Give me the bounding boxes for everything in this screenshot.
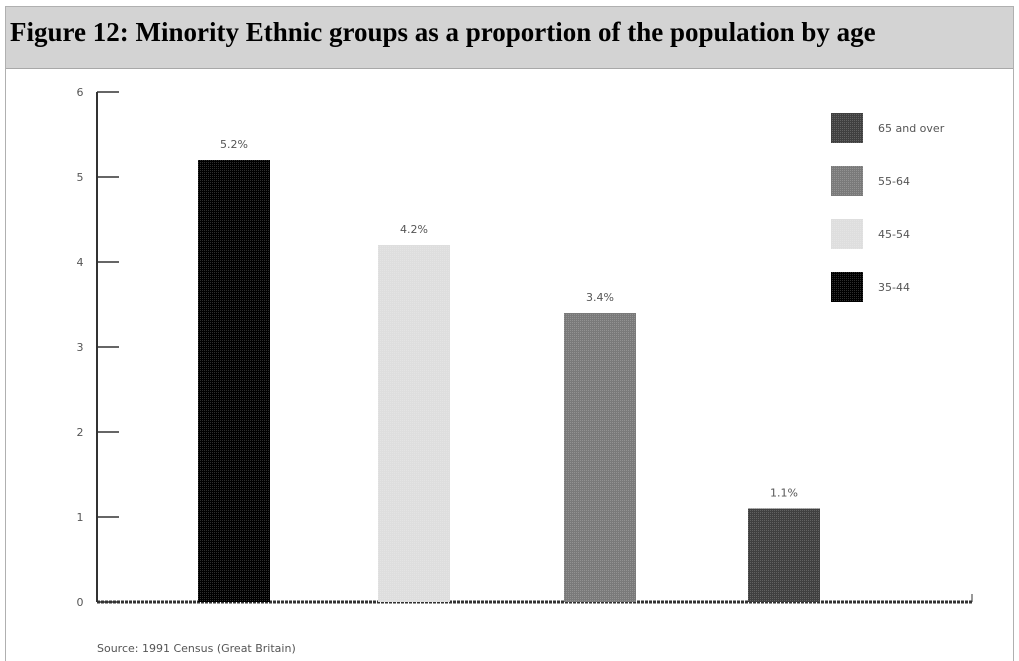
legend-label: 35-44 bbox=[878, 281, 910, 294]
bar-texture bbox=[748, 508, 820, 602]
title-bar: Figure 12: Minority Ethnic groups as a p… bbox=[6, 7, 1013, 69]
y-tick-label: 2 bbox=[77, 426, 84, 439]
legend-label: 45-54 bbox=[878, 228, 910, 241]
y-tick-label: 6 bbox=[77, 86, 84, 99]
legend-swatch-texture bbox=[831, 166, 863, 196]
bar-data-label: 1.1% bbox=[770, 487, 798, 500]
bar-texture bbox=[198, 160, 270, 602]
legend: 65 and over 55-64 45-54 35-44 bbox=[831, 113, 945, 302]
bar-data-label: 5.2% bbox=[220, 138, 248, 151]
bar-data-label: 3.4% bbox=[586, 291, 614, 304]
legend-swatch-texture bbox=[831, 113, 863, 143]
legend-label: 55-64 bbox=[878, 175, 910, 188]
y-tick-label: 3 bbox=[77, 341, 84, 354]
bars bbox=[198, 160, 820, 602]
legend-swatch-texture bbox=[831, 272, 863, 302]
bar-texture bbox=[378, 245, 450, 602]
y-tick-label: 0 bbox=[77, 596, 84, 609]
y-tick-label: 5 bbox=[77, 171, 84, 184]
legend-label: 65 and over bbox=[878, 122, 945, 135]
source-note: Source: 1991 Census (Great Britain) bbox=[97, 642, 296, 655]
bar-texture bbox=[564, 313, 636, 602]
bar-data-label: 4.2% bbox=[400, 223, 428, 236]
data-labels: 5.2% 4.2% 3.4% 1.1% bbox=[220, 138, 798, 500]
y-tick-label: 4 bbox=[77, 256, 84, 269]
figure-title: Figure 12: Minority Ethnic groups as a p… bbox=[10, 17, 876, 47]
legend-swatch-texture bbox=[831, 219, 863, 249]
y-tick-label: 1 bbox=[77, 511, 84, 524]
